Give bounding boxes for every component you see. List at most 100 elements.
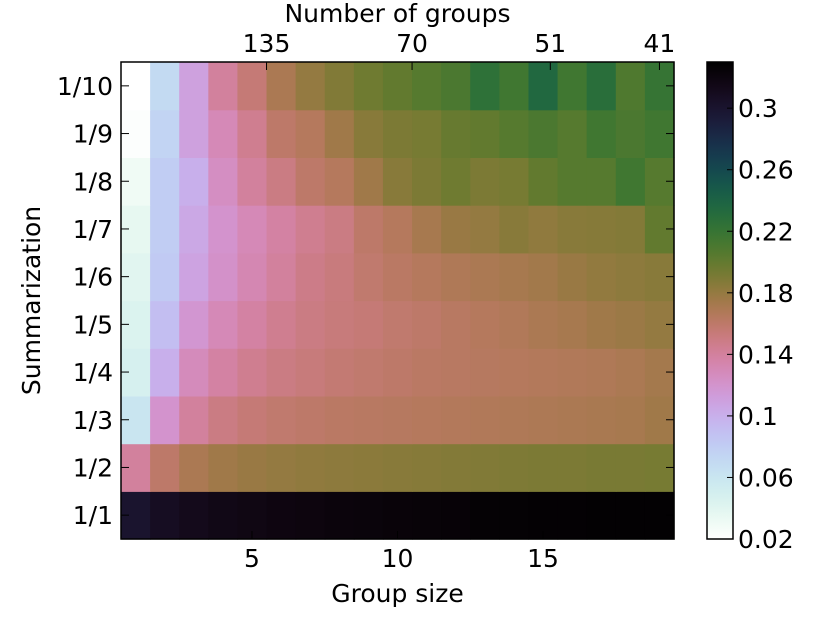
heatmap-cell: [528, 300, 559, 349]
heatmap-cell: [557, 300, 588, 349]
heatmap-cell: [470, 395, 500, 445]
top-tick-label: 70: [396, 29, 428, 58]
heatmap-cell: [208, 62, 239, 111]
heatmap-cell: [470, 205, 500, 254]
heatmap-cell: [324, 300, 355, 349]
heatmap-cell: [528, 157, 559, 206]
heatmap-cell: [237, 109, 268, 158]
x-tick-label: 15: [527, 544, 559, 573]
heatmap-cell: [382, 157, 413, 206]
heatmap-cell: [353, 205, 384, 254]
heatmap-cell: [324, 348, 355, 397]
heatmap-cell: [324, 109, 355, 158]
heatmap-cell: [557, 62, 588, 111]
top-tick-label: 135: [243, 29, 291, 58]
heatmap-cell: [586, 395, 617, 445]
heatmap-cell: [150, 443, 180, 492]
heatmap-cell: [324, 62, 355, 111]
y-tick-label: 1/3: [73, 406, 113, 435]
colorbar-tick-label: 0.18: [738, 279, 794, 308]
heatmap-cell: [615, 395, 646, 445]
heatmap-cell: [557, 395, 588, 445]
heatmap-cell: [179, 443, 209, 492]
heatmap-cell: [412, 395, 442, 445]
heatmap-cell: [615, 109, 646, 158]
heatmap-cell: [324, 443, 355, 492]
heatmap-cell: [470, 491, 500, 540]
colorbar-tick-label: 0.22: [738, 217, 794, 246]
heatmap-cell: [237, 395, 268, 445]
heatmap-cell: [557, 205, 588, 254]
heatmap-cell: [150, 300, 180, 349]
heatmap-cell: [237, 205, 268, 254]
x-axis-label: Group size: [331, 579, 464, 608]
heatmap-cell: [324, 395, 355, 445]
heatmap-cell: [266, 62, 297, 111]
heatmap-cell: [150, 62, 180, 111]
heatmap-cell: [382, 300, 413, 349]
heatmap-cell: [295, 109, 326, 158]
heatmap-cell: [499, 157, 530, 206]
heatmap-cell: [179, 348, 209, 397]
heatmap-cell: [179, 62, 209, 111]
heatmap-cell: [150, 109, 180, 158]
heatmap-cell: [382, 205, 413, 254]
heatmap-cell: [353, 252, 384, 302]
heatmap-cell: [324, 491, 355, 540]
colorbar-tick-label: 0.3: [738, 94, 778, 123]
y-axis-label: Summarization: [17, 206, 46, 395]
heatmap-cell: [586, 443, 617, 492]
heatmap-cell: [208, 205, 239, 254]
heatmap-cell: [179, 300, 209, 349]
heatmap-cell: [441, 491, 471, 540]
heatmap-cell: [412, 62, 442, 111]
heatmap-cell: [470, 443, 500, 492]
heatmap-cell: [237, 348, 268, 397]
heatmap-cell: [615, 443, 646, 492]
heatmap-cell: [382, 348, 413, 397]
heatmap-cell: [150, 205, 180, 254]
heatmap-cell: [615, 348, 646, 397]
heatmap-cell: [295, 157, 326, 206]
x-tick-label: 5: [244, 544, 260, 573]
heatmap-cell: [295, 300, 326, 349]
heatmap-cell: [266, 300, 297, 349]
y-tick-label: 1/5: [73, 310, 113, 339]
heatmap-cell: [266, 348, 297, 397]
heatmap-cell: [208, 109, 239, 158]
heatmap-cell: [295, 491, 326, 540]
x-axis-ticks: 5 10 15: [244, 531, 559, 573]
heatmap-cell: [412, 252, 442, 302]
heatmap-cell: [441, 62, 471, 111]
heatmap-cell: [295, 348, 326, 397]
heatmap-cell: [150, 252, 180, 302]
colorbar-tick-label: 0.02: [738, 525, 794, 554]
heatmap-cell: [615, 300, 646, 349]
colorbar: [706, 61, 734, 540]
heatmap-cell: [586, 62, 617, 111]
heatmap-cell: [441, 300, 471, 349]
heatmap-cell: [179, 157, 209, 206]
top-axis-ticks: 135 70 51 41: [243, 29, 675, 70]
heatmap-cell: [615, 62, 646, 111]
heatmap-cell: [353, 443, 384, 492]
heatmap-cell: [528, 62, 559, 111]
heatmap-cell: [382, 395, 413, 445]
colorbar-ticks: 0.02 0.06 0.1 0.14 0.18 0.22 0.26 0.3: [727, 94, 794, 554]
heatmap-cell: [586, 252, 617, 302]
heatmap-cell: [353, 62, 384, 111]
heatmap-cell: [412, 205, 442, 254]
heatmap-cell: [150, 395, 180, 445]
heatmap-cell: [208, 252, 239, 302]
heatmap-cell: [266, 491, 297, 540]
heatmap-cell: [586, 300, 617, 349]
heatmap-cell: [615, 205, 646, 254]
heatmap-cell: [586, 109, 617, 158]
heatmap-cell: [237, 300, 268, 349]
heatmap-cell: [586, 348, 617, 397]
heatmap-cell: [353, 395, 384, 445]
heatmap-cell: [441, 443, 471, 492]
heatmap-cell: [266, 205, 297, 254]
heatmap-cell: [353, 300, 384, 349]
